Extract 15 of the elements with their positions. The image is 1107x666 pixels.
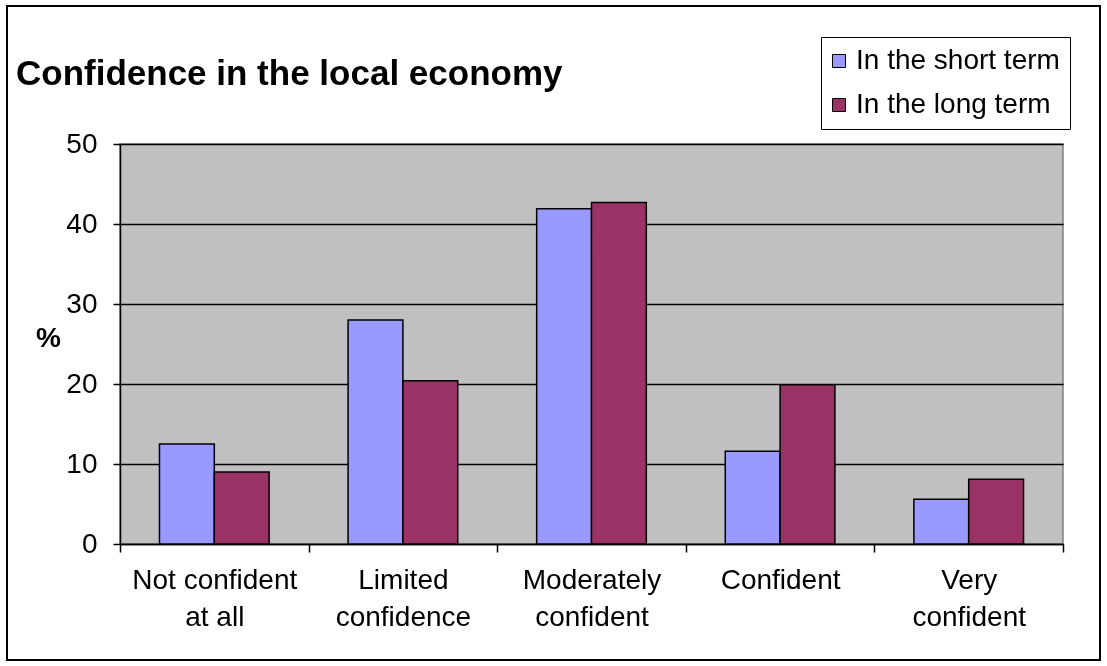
y-tick-label: 10 — [66, 447, 98, 479]
x-tick-label: Confident — [720, 563, 841, 595]
x-tick-label: Moderately confident — [522, 563, 662, 632]
y-tick-label: 50 — [66, 127, 98, 159]
x-tick-label: Very confident — [912, 563, 1027, 632]
x-tick-label: Limited confidence — [335, 563, 472, 632]
y-tick-label: 30 — [66, 287, 98, 319]
y-tick-label: 0 — [81, 527, 98, 559]
legend-label: In the long term — [856, 88, 1051, 119]
y-tick-label: 40 — [66, 207, 98, 239]
y-tick-label: 20 — [66, 367, 98, 399]
legend-label: In the short term — [856, 44, 1060, 75]
y-axis-title: % — [36, 321, 62, 353]
x-tick-label: Not confident at all — [132, 563, 298, 632]
chart-title: Confidence in the local economy — [16, 52, 564, 92]
